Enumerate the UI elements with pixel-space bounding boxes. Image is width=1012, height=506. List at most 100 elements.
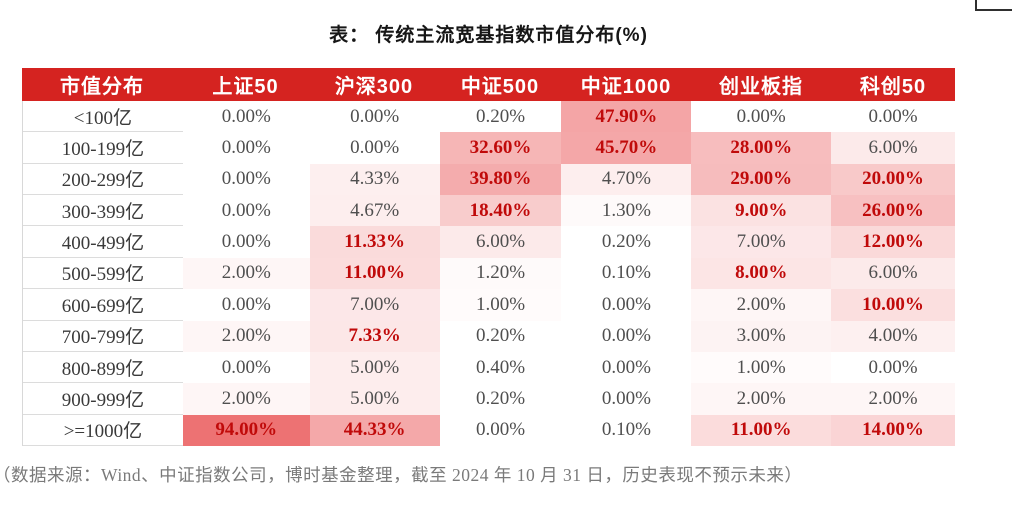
value-cell: 0.00% [221,356,271,378]
value-cell: 4.67% [309,195,440,227]
value-cell: 0.00% [868,105,918,127]
value-cell: 0.00% [736,105,786,127]
value-cell: 0.00% [221,199,271,221]
value-cell: 1.00% [439,289,562,321]
table-row: >=1000亿 94.00% 44.33% 0.00% 0.10% 11.00% 14.00… [23,414,955,446]
row-label: 200-299亿 [23,164,183,196]
value-cell: 28.00% [691,132,832,164]
value-cell: 2.00% [691,383,832,415]
value-cell: 5.00% [309,383,440,415]
column-header: 上证50 [212,76,279,98]
column-header: 沪深300 [334,76,414,98]
table-row: 900-999亿 2.00% 5.00% 0.20% 0.00% 2.00% 2.00% [23,383,955,415]
value-cell: 7.00% [309,289,440,321]
table-row: 500-599亿 2.00% 11.00% 1.20% 0.10% 8.00% 6.00% [23,257,955,290]
value-cell: 20.00% [831,163,955,196]
table-row: 100-199亿 0.00% 0.00% 32.60% 45.70% 28.00% 6.00… [23,132,955,164]
value-cell: 11.33% [309,226,440,258]
column-header: 科创50 [859,76,927,98]
value-cell: 5.00% [309,351,440,384]
row-label: 800-899亿 [23,352,183,384]
value-cell: 0.00% [601,325,651,347]
value-cell: 1.00% [691,351,832,384]
value-cell: 32.60% [439,132,562,164]
row-label: <100亿 [23,101,183,133]
value-cell: 11.00% [691,414,832,446]
value-cell: 4.70% [561,163,692,196]
value-cell: 0.00% [601,356,651,378]
row-label: >=1000亿 [23,415,183,446]
value-cell: 4.00% [831,320,955,352]
table-row: 200-299亿 0.00% 4.33% 39.80% 4.70% 29.00% 20.00… [23,163,955,196]
table-body: <100亿 0.00% 0.00% 0.20% 47.90% 0.00% 0.00% 100-… [22,101,955,446]
value-cell: 44.33% [309,414,440,446]
value-cell: 4.33% [309,163,440,196]
value-cell: 0.20% [475,387,526,409]
row-label: 100-199亿 [23,132,183,164]
table-row: 300-399亿 0.00% 4.67% 18.40% 1.30% 9.00% 26.00% [23,195,955,227]
value-cell: 8.00% [691,257,832,290]
table-row: 600-699亿 0.00% 7.00% 1.00% 0.00% 2.00% 10.00% [23,289,955,321]
value-cell: 6.00% [831,257,955,290]
column-header: 创业板指 [719,76,803,98]
value-cell: 2.00% [831,383,955,415]
value-cell: 0.00% [221,231,271,253]
value-cell: 0.20% [475,105,526,127]
value-cell: 7.00% [691,226,832,258]
value-cell: 45.70% [561,132,692,164]
value-cell: 0.20% [475,325,526,347]
value-cell: 10.00% [831,289,955,321]
column-header: 市值分布 [60,76,144,98]
value-cell: 0.10% [601,262,651,284]
table-row: <100亿 0.00% 0.00% 0.20% 47.90% 0.00% 0.00% [23,101,955,133]
value-cell: 6.00% [831,132,955,164]
value-cell: 2.00% [182,383,310,415]
value-cell: 29.00% [691,163,832,196]
table-row: 800-899亿 0.00% 5.00% 0.40% 0.00% 1.00% 0.00% [23,351,955,384]
value-cell: 1.20% [439,257,562,290]
value-cell: 1.30% [561,195,692,227]
row-label: 600-699亿 [23,289,183,321]
table-header-row: 市值分布 上证50 沪深300 中证500 中证1000 创业板指 科创50 [22,68,955,101]
value-cell: 0.00% [868,356,918,378]
table-row: 400-499亿 0.00% 11.33% 6.00% 0.20% 7.00% 12.00% [23,226,955,258]
value-cell: 0.00% [221,105,271,127]
value-cell: 6.00% [439,226,562,258]
table-title: 表： 传统主流宽基指数市值分布(%) [329,25,648,46]
row-label: 400-499亿 [23,226,183,258]
row-label: 300-399亿 [23,195,183,227]
value-cell: 14.00% [831,414,955,446]
value-cell: 18.40% [439,195,562,227]
value-cell: 0.20% [601,231,651,253]
value-cell: 0.00% [221,293,271,315]
value-cell: 3.00% [691,320,832,352]
value-cell: 7.33% [309,320,440,352]
value-cell: 11.00% [309,257,440,290]
value-cell: 0.00% [221,137,271,159]
cutoff-window-corner [975,0,1012,11]
table-row: 700-799亿 2.00% 7.33% 0.20% 0.00% 3.00% 4.00% [23,320,955,352]
column-header: 中证500 [460,76,540,98]
value-cell: 0.00% [601,387,651,409]
market-cap-distribution-table: 市值分布 上证50 沪深300 中证500 中证1000 创业板指 科创50 <100亿 0.… [22,68,955,446]
value-cell: 0.40% [475,356,526,378]
value-cell: 2.00% [182,320,310,352]
value-cell: 0.10% [601,419,651,441]
value-cell: 0.00% [601,293,651,315]
value-cell: 0.00% [350,137,400,159]
value-cell: 2.00% [182,257,310,290]
column-header: 中证1000 [580,76,672,98]
source-note: （数据来源：Wind、中证指数公司，博时基金整理，截至 2024 年 10 月 … [0,465,803,485]
value-cell: 12.00% [831,226,955,258]
row-label: 700-799亿 [23,321,183,352]
value-cell: 0.00% [475,419,526,441]
value-cell: 39.80% [439,163,562,196]
value-cell: 0.00% [350,105,400,127]
row-label: 900-999亿 [23,383,183,415]
value-cell: 2.00% [691,289,832,321]
value-cell: 47.90% [561,101,692,133]
value-cell: 94.00% [182,414,310,446]
value-cell: 9.00% [691,195,832,227]
value-cell: 26.00% [831,195,955,227]
